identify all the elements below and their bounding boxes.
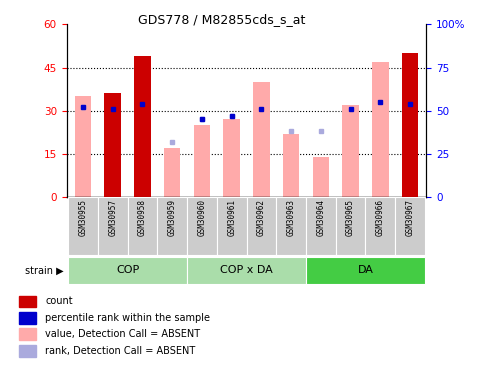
Bar bbox=[128, 197, 157, 255]
Text: GSM30961: GSM30961 bbox=[227, 199, 236, 236]
Text: GSM30965: GSM30965 bbox=[346, 199, 355, 236]
Text: strain ▶: strain ▶ bbox=[26, 266, 64, 275]
Bar bbox=[98, 197, 128, 255]
Bar bbox=[68, 197, 98, 255]
Bar bbox=[19, 345, 36, 357]
Text: GSM30959: GSM30959 bbox=[168, 199, 176, 236]
Bar bbox=[19, 312, 36, 324]
Bar bbox=[19, 328, 36, 340]
Bar bbox=[402, 53, 418, 197]
Bar bbox=[157, 197, 187, 255]
Text: GSM30955: GSM30955 bbox=[78, 199, 87, 236]
Bar bbox=[306, 257, 425, 284]
Bar bbox=[276, 197, 306, 255]
Bar bbox=[134, 56, 150, 197]
Text: DA: DA bbox=[357, 266, 373, 275]
Text: GSM30963: GSM30963 bbox=[286, 199, 296, 236]
Bar bbox=[194, 125, 210, 197]
Text: value, Detection Call = ABSENT: value, Detection Call = ABSENT bbox=[45, 329, 201, 339]
Bar bbox=[306, 197, 336, 255]
Bar bbox=[343, 105, 359, 197]
Text: percentile rank within the sample: percentile rank within the sample bbox=[45, 313, 211, 323]
Bar bbox=[19, 296, 36, 307]
Bar bbox=[223, 119, 240, 197]
Bar bbox=[246, 197, 276, 255]
Bar bbox=[105, 93, 121, 197]
Bar bbox=[187, 197, 217, 255]
Text: count: count bbox=[45, 297, 73, 306]
Bar bbox=[336, 197, 365, 255]
Bar bbox=[313, 157, 329, 197]
Text: COP: COP bbox=[116, 266, 139, 275]
Text: GSM30958: GSM30958 bbox=[138, 199, 147, 236]
Text: COP x DA: COP x DA bbox=[220, 266, 273, 275]
Text: GSM30962: GSM30962 bbox=[257, 199, 266, 236]
Text: rank, Detection Call = ABSENT: rank, Detection Call = ABSENT bbox=[45, 346, 196, 355]
Bar bbox=[217, 197, 246, 255]
Text: GSM30966: GSM30966 bbox=[376, 199, 385, 236]
Text: GSM30964: GSM30964 bbox=[317, 199, 325, 236]
Bar bbox=[187, 257, 306, 284]
Bar bbox=[395, 197, 425, 255]
Bar bbox=[68, 257, 187, 284]
Bar bbox=[365, 197, 395, 255]
Text: GSM30967: GSM30967 bbox=[406, 199, 415, 236]
Bar bbox=[372, 62, 388, 197]
Bar bbox=[164, 148, 180, 197]
Text: GSM30960: GSM30960 bbox=[197, 199, 207, 236]
Text: GSM30957: GSM30957 bbox=[108, 199, 117, 236]
Bar bbox=[283, 134, 299, 197]
Text: GDS778 / M82855cds_s_at: GDS778 / M82855cds_s_at bbox=[138, 13, 306, 26]
Bar bbox=[253, 82, 270, 197]
Bar bbox=[75, 96, 91, 197]
